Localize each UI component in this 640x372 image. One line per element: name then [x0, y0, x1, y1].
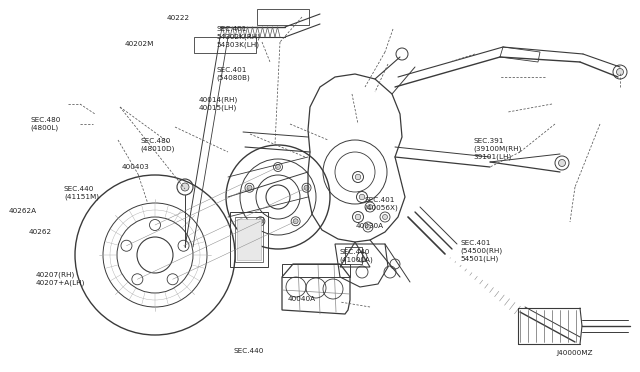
Text: SEC.401
(40056X): SEC.401 (40056X) [365, 197, 399, 211]
Circle shape [355, 214, 361, 220]
Circle shape [293, 219, 298, 224]
Circle shape [367, 205, 372, 209]
Text: SEC.480
(48010D): SEC.480 (48010D) [141, 138, 175, 152]
Text: 40030A: 40030A [355, 223, 383, 229]
Text: SEC.440
(41151M): SEC.440 (41151M) [64, 186, 99, 200]
Circle shape [383, 215, 387, 219]
Text: SEC.440: SEC.440 [234, 348, 264, 354]
Text: 400403: 400403 [122, 164, 149, 170]
Text: 40014(RH)
40015(LH): 40014(RH) 40015(LH) [198, 97, 237, 111]
Text: 40040A: 40040A [288, 296, 316, 302]
Circle shape [275, 164, 280, 170]
Circle shape [258, 219, 263, 224]
Text: 40262A: 40262A [8, 208, 36, 214]
Circle shape [616, 68, 623, 76]
Circle shape [359, 194, 365, 200]
Text: 40262: 40262 [29, 229, 52, 235]
Circle shape [304, 185, 309, 190]
Text: SEC.401
54302K(RH)
54303K(LH): SEC.401 54302K(RH) 54303K(LH) [216, 26, 260, 48]
Circle shape [247, 185, 252, 190]
Text: SEC.401
(54080B): SEC.401 (54080B) [216, 67, 250, 81]
Text: SEC.401
(54500(RH)
54501(LH): SEC.401 (54500(RH) 54501(LH) [461, 240, 503, 262]
Polygon shape [237, 219, 261, 260]
Circle shape [365, 224, 371, 230]
Text: SEC.440
(41000A): SEC.440 (41000A) [339, 249, 373, 263]
Text: 40207(RH)
40207+A(LH): 40207(RH) 40207+A(LH) [35, 272, 84, 286]
Text: J40000MZ: J40000MZ [557, 350, 593, 356]
Circle shape [559, 160, 566, 167]
Text: 40222: 40222 [166, 15, 189, 21]
Text: 40202M: 40202M [125, 41, 154, 47]
Text: SEC.480
(4800L): SEC.480 (4800L) [31, 117, 61, 131]
Circle shape [181, 183, 189, 191]
Circle shape [355, 174, 361, 180]
Text: SEC.391
(39100M(RH)
39101(LH): SEC.391 (39100M(RH) 39101(LH) [474, 138, 522, 160]
